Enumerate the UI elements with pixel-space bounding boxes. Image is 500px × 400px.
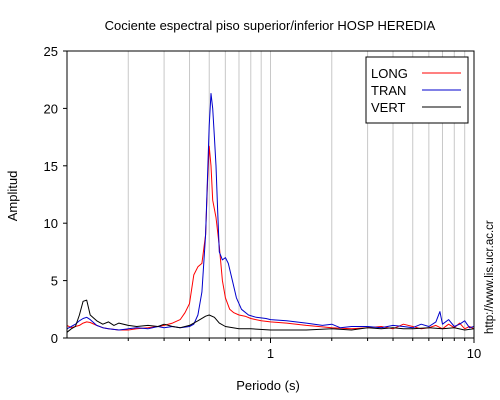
y-tick-label: 0 (51, 331, 58, 346)
series-line-vert (66, 299, 475, 333)
axis-layer: 0 5 10 15 20 25 1 10 (44, 44, 482, 361)
x-axis-label: Periodo (s) (236, 378, 300, 393)
legend: LONG TRAN VERT (365, 56, 469, 124)
y-tick-label: 20 (44, 101, 58, 116)
x-tick-label: 1 (267, 346, 274, 361)
chart-title: Cociente espectral piso superior/inferio… (105, 18, 436, 33)
data-layer (66, 93, 475, 333)
y-axis-label: Amplitud (5, 171, 20, 222)
legend-label-vert: VERT (371, 100, 405, 115)
y-tick-label: 15 (44, 159, 58, 174)
y-tick-label: 10 (44, 216, 58, 231)
legend-label-long: LONG (371, 66, 408, 81)
y-tick-label: 25 (44, 44, 58, 59)
watermark-url: http://www.lis.ucr.ac.cr (484, 220, 496, 334)
series-line-tran (66, 93, 475, 331)
x-tick-label: 10 (467, 346, 481, 361)
legend-label-tran: TRAN (371, 83, 406, 98)
y-tick-label: 5 (51, 274, 58, 289)
